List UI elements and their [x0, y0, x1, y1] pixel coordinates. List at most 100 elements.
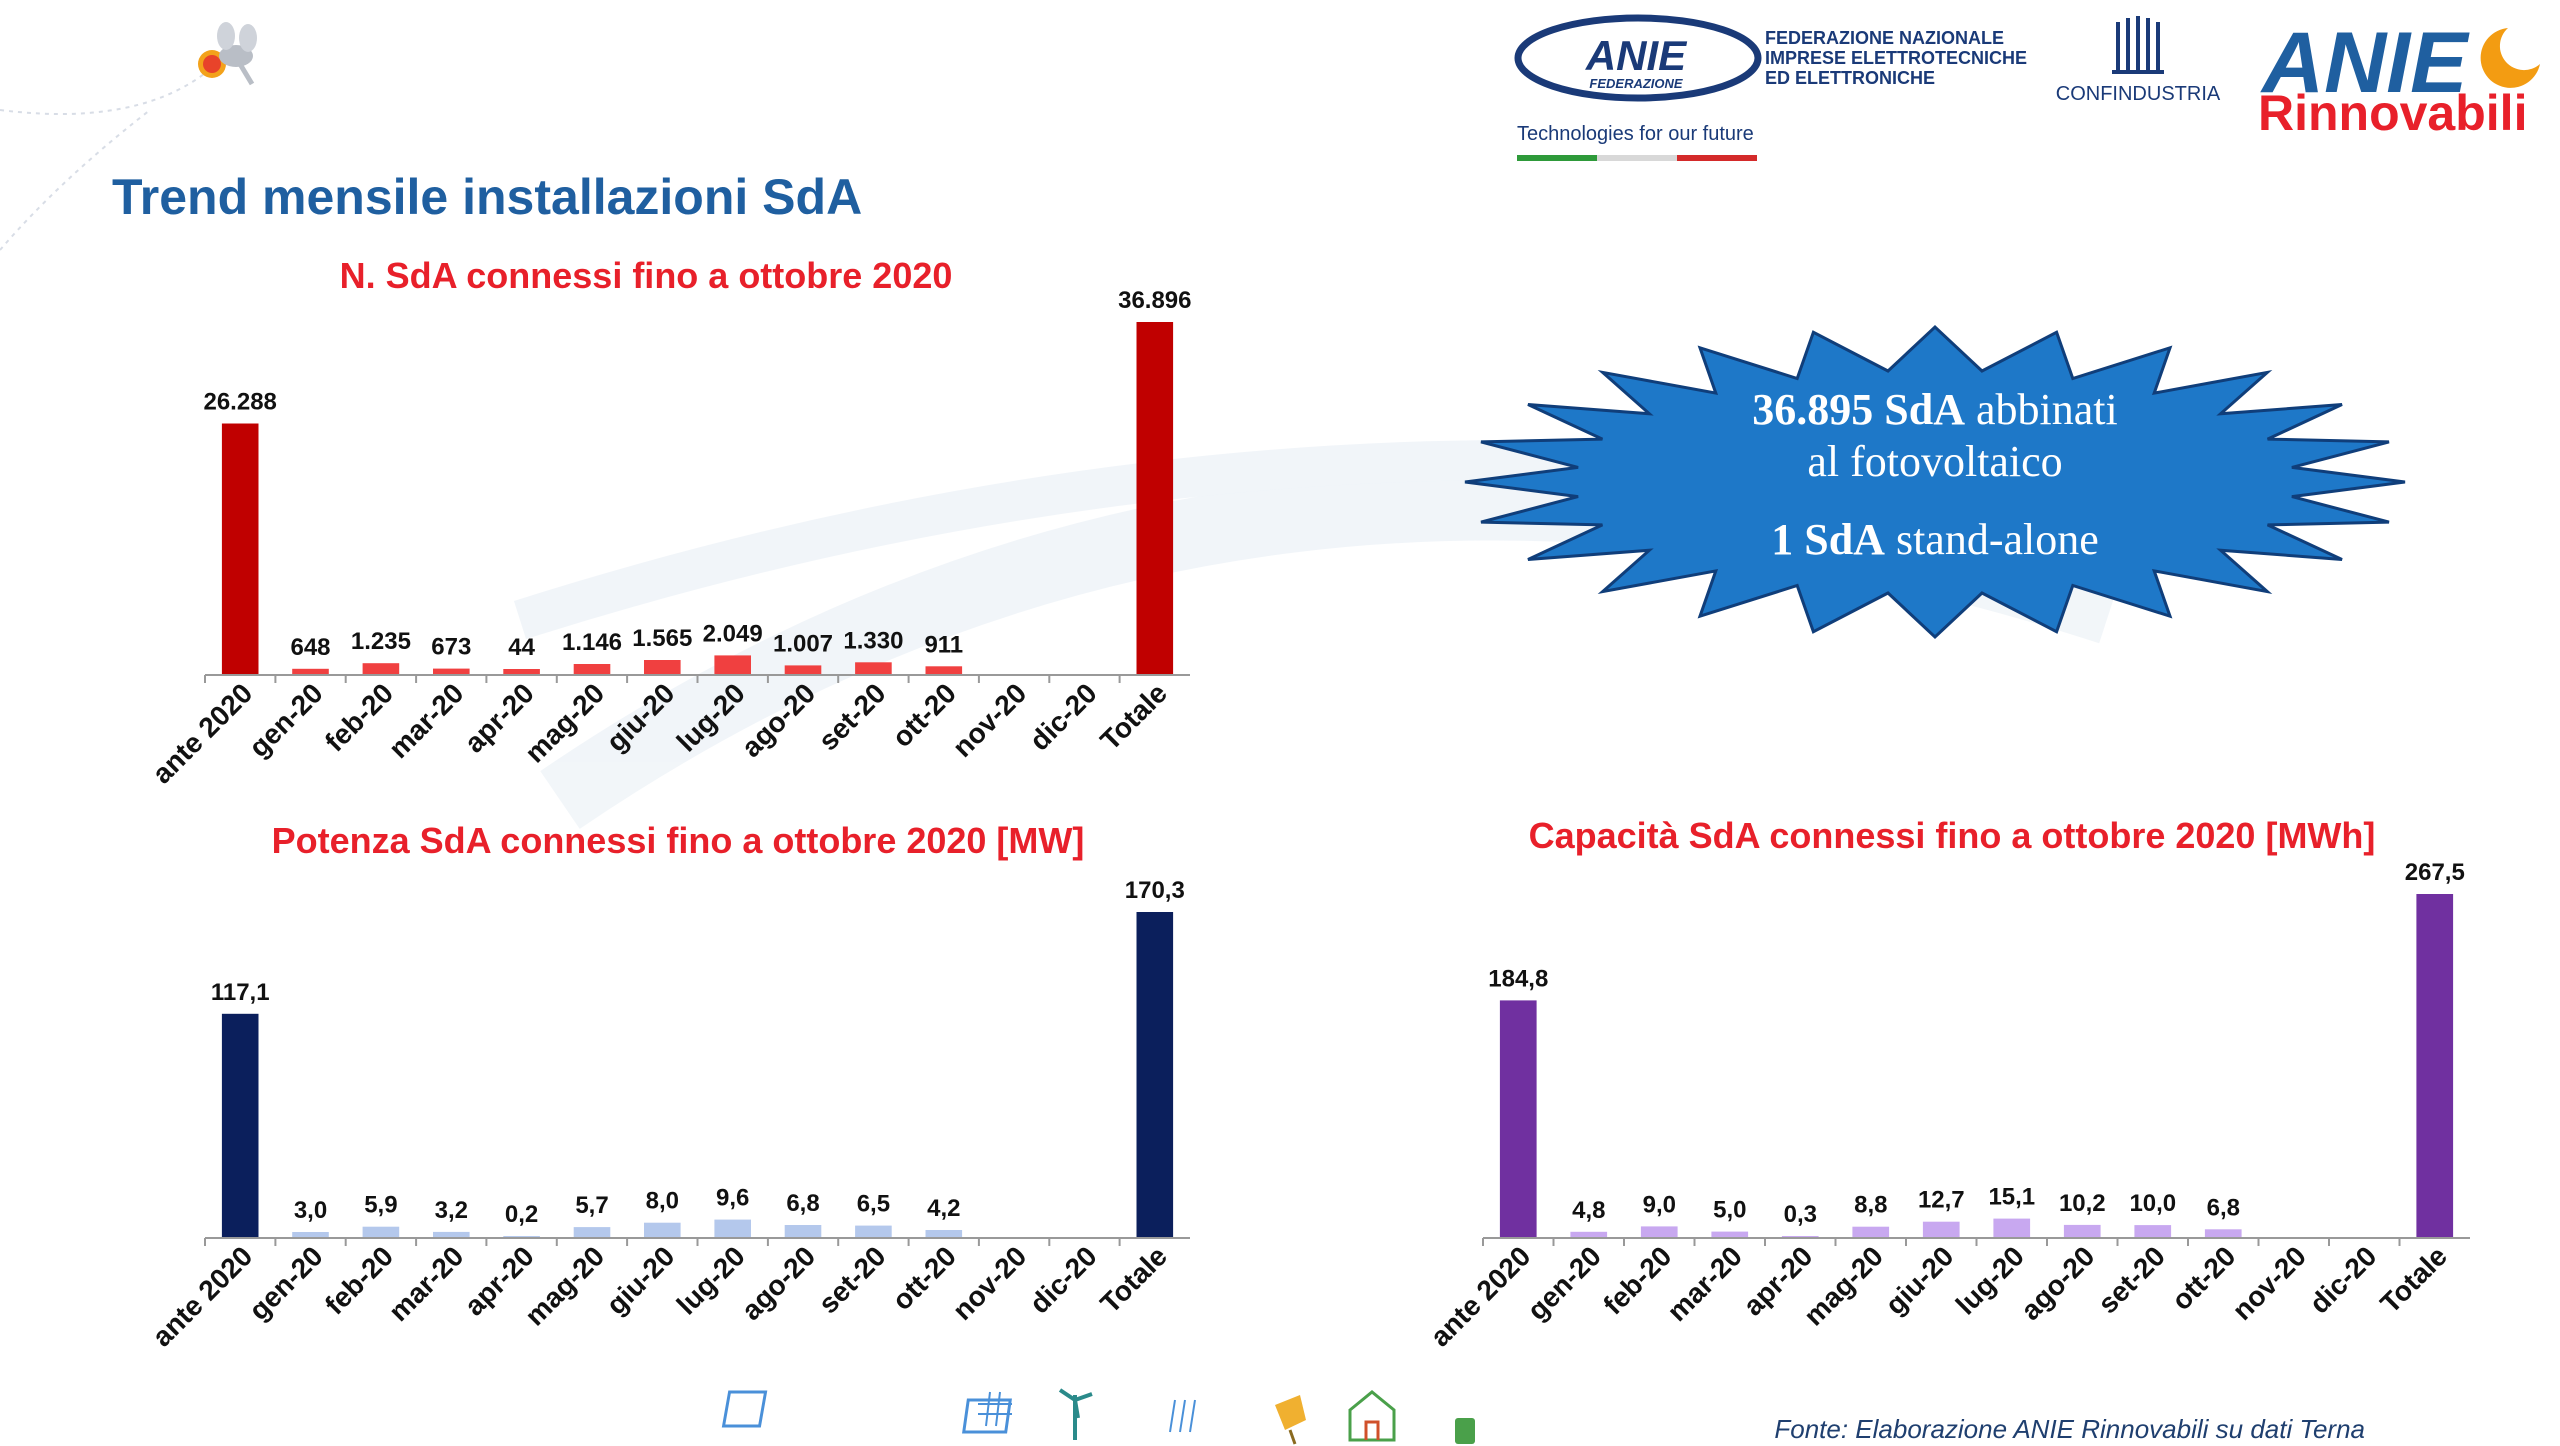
tick-label: dic-20 — [2303, 1240, 2382, 1319]
data-label: 26.288 — [203, 389, 276, 416]
bar-feb-20 — [362, 663, 400, 675]
data-label: 184,8 — [1488, 965, 1548, 992]
solar-collector-icon — [962, 1398, 1196, 1434]
data-label: 12,7 — [1918, 1187, 1965, 1214]
data-label: 8,8 — [1854, 1192, 1887, 1219]
data-label: 44 — [508, 634, 535, 661]
bar-gen-20 — [292, 1232, 329, 1238]
bar-gen-20 — [292, 668, 329, 675]
wind-turbine-icon — [1058, 1388, 1093, 1440]
tick-label: Totale — [2374, 1240, 2453, 1319]
bar-lug-20 — [1993, 1218, 2031, 1238]
bar-ante-2020 — [221, 423, 259, 675]
data-label: 6,5 — [857, 1191, 890, 1218]
solar-panel-icon — [721, 1390, 1012, 1428]
data-label: 0,2 — [505, 1201, 538, 1228]
data-label: 1.565 — [632, 625, 692, 652]
bar-ago-20 — [784, 665, 822, 675]
svg-text:1 SdA stand-alone: 1 SdA stand-alone — [1771, 515, 2099, 564]
summary-starburst: 36.895 SdA abbinati al fotovoltaico 1 Sd… — [1464, 324, 2406, 640]
bar-ago-20 — [784, 1225, 822, 1238]
tick-label: nov-20 — [947, 1240, 1033, 1326]
data-label: 1.007 — [773, 630, 833, 657]
burst-line1-rest: abbinati — [1965, 385, 2118, 434]
tick-label: ante 2020 — [1424, 1240, 1536, 1352]
confindustria-logo: CONFINDUSTRIA — [2056, 16, 2221, 105]
data-label: 2.049 — [703, 620, 763, 647]
geothermal-home-icon — [1348, 1390, 1396, 1442]
page-title: Trend mensile installazioni SdA — [112, 169, 862, 225]
bar-ott-20 — [925, 666, 963, 675]
tick-label: gen-20 — [1521, 1240, 1607, 1326]
chart-n-sda: N. SdA connessi fino a ottobre 2020 26.28… — [146, 255, 1191, 789]
tick-label: ago-20 — [2015, 1240, 2101, 1326]
tick-label: dic-20 — [1024, 1240, 1103, 1319]
bar-lug-20 — [714, 655, 751, 675]
bar-apr-20 — [503, 669, 540, 675]
data-label: 267,5 — [2405, 859, 2465, 886]
chart-potenza: Potenza SdA connessi fino a ottobre 2020… — [146, 820, 1190, 1352]
tick-label: ante 2020 — [146, 1240, 258, 1352]
bar-mag-20 — [1852, 1226, 1890, 1238]
bar-giu-20 — [644, 660, 681, 675]
data-label: 8,0 — [646, 1188, 679, 1215]
data-label: 117,1 — [211, 979, 270, 1006]
bar-mag-20 — [573, 664, 611, 675]
bar-gen-20 — [1570, 1231, 1608, 1238]
data-label: 5,7 — [575, 1192, 608, 1219]
data-label: 1.146 — [562, 629, 622, 656]
bar-giu-20 — [1922, 1221, 1960, 1238]
tick-label: gen-20 — [243, 1240, 329, 1326]
tick-label: Totale — [1094, 677, 1173, 756]
svg-text:36.895 SdA abbinati: 36.895 SdA abbinati — [1752, 385, 2117, 434]
bar-ante-2020 — [1499, 1000, 1537, 1238]
bar-ago-20 — [2063, 1224, 2101, 1238]
tick-label: dic-20 — [1024, 677, 1103, 756]
svg-text:FEDERAZIONE: FEDERAZIONE — [1589, 76, 1683, 91]
bar-giu-20 — [644, 1222, 681, 1238]
svg-text:FEDERAZIONE NAZIONALE: FEDERAZIONE NAZIONALE — [1765, 28, 2004, 48]
bee-logo-icon — [198, 22, 257, 86]
svg-text:Technologies for our future: Technologies for our future — [1517, 123, 1754, 145]
bar-totale — [2416, 894, 2454, 1238]
biomass-icon — [1275, 1395, 1306, 1445]
tick-label: nov-20 — [2226, 1240, 2312, 1326]
tick-label: set-20 — [812, 677, 891, 756]
bar-mar-20 — [1711, 1231, 1749, 1238]
chart-title: N. SdA connessi fino a ottobre 2020 — [340, 255, 953, 296]
recycle-icon — [1455, 1418, 1475, 1444]
data-label: 4,8 — [1572, 1197, 1605, 1224]
chart-capacita: Capacità SdA connessi fino a ottobre 202… — [1424, 815, 2470, 1352]
data-label: 673 — [431, 634, 471, 661]
svg-text:Rinnovabili: Rinnovabili — [2258, 85, 2527, 141]
data-label: 9,0 — [1643, 1191, 1676, 1218]
corner-arc-decoration — [0, 49, 231, 251]
data-label: 10,0 — [2129, 1190, 2176, 1217]
anie-rinnovabili-logo: ANIE Rinnovabili — [2258, 15, 2540, 141]
bar-ott-20 — [2204, 1229, 2242, 1238]
bar-feb-20 — [362, 1226, 400, 1238]
data-label: 36.896 — [1118, 287, 1191, 314]
tick-label: giu-20 — [1879, 1240, 1959, 1320]
chart-title: Potenza SdA connessi fino a ottobre 2020… — [272, 820, 1085, 861]
tick-label: mag-20 — [1798, 1240, 1889, 1331]
chart-title: Capacità SdA connessi fino a ottobre 202… — [1529, 815, 2376, 856]
bar-mar-20 — [433, 668, 470, 675]
bar-feb-20 — [1640, 1226, 1678, 1238]
tick-label: mar-20 — [1661, 1240, 1748, 1327]
tick-label: mar-20 — [383, 1240, 470, 1327]
tick-label: ante 2020 — [146, 677, 258, 789]
svg-text:ED ELETTRONICHE: ED ELETTRONICHE — [1765, 68, 1935, 88]
data-label: 1.330 — [843, 627, 903, 654]
tick-label: Totale — [1094, 1240, 1173, 1319]
svg-text:ANIE: ANIE — [1585, 32, 1688, 79]
data-label: 1.235 — [351, 628, 411, 655]
data-label: 3,0 — [294, 1197, 327, 1224]
burst-line3-bold: 1 SdA — [1771, 515, 1885, 564]
bottom-icons — [721, 1388, 1475, 1445]
data-label: 9,6 — [716, 1185, 749, 1212]
tick-label: gen-20 — [243, 677, 329, 763]
bar-ott-20 — [925, 1230, 963, 1238]
tick-label: nov-20 — [947, 677, 1033, 763]
burst-line3-rest: stand-alone — [1885, 515, 2099, 564]
